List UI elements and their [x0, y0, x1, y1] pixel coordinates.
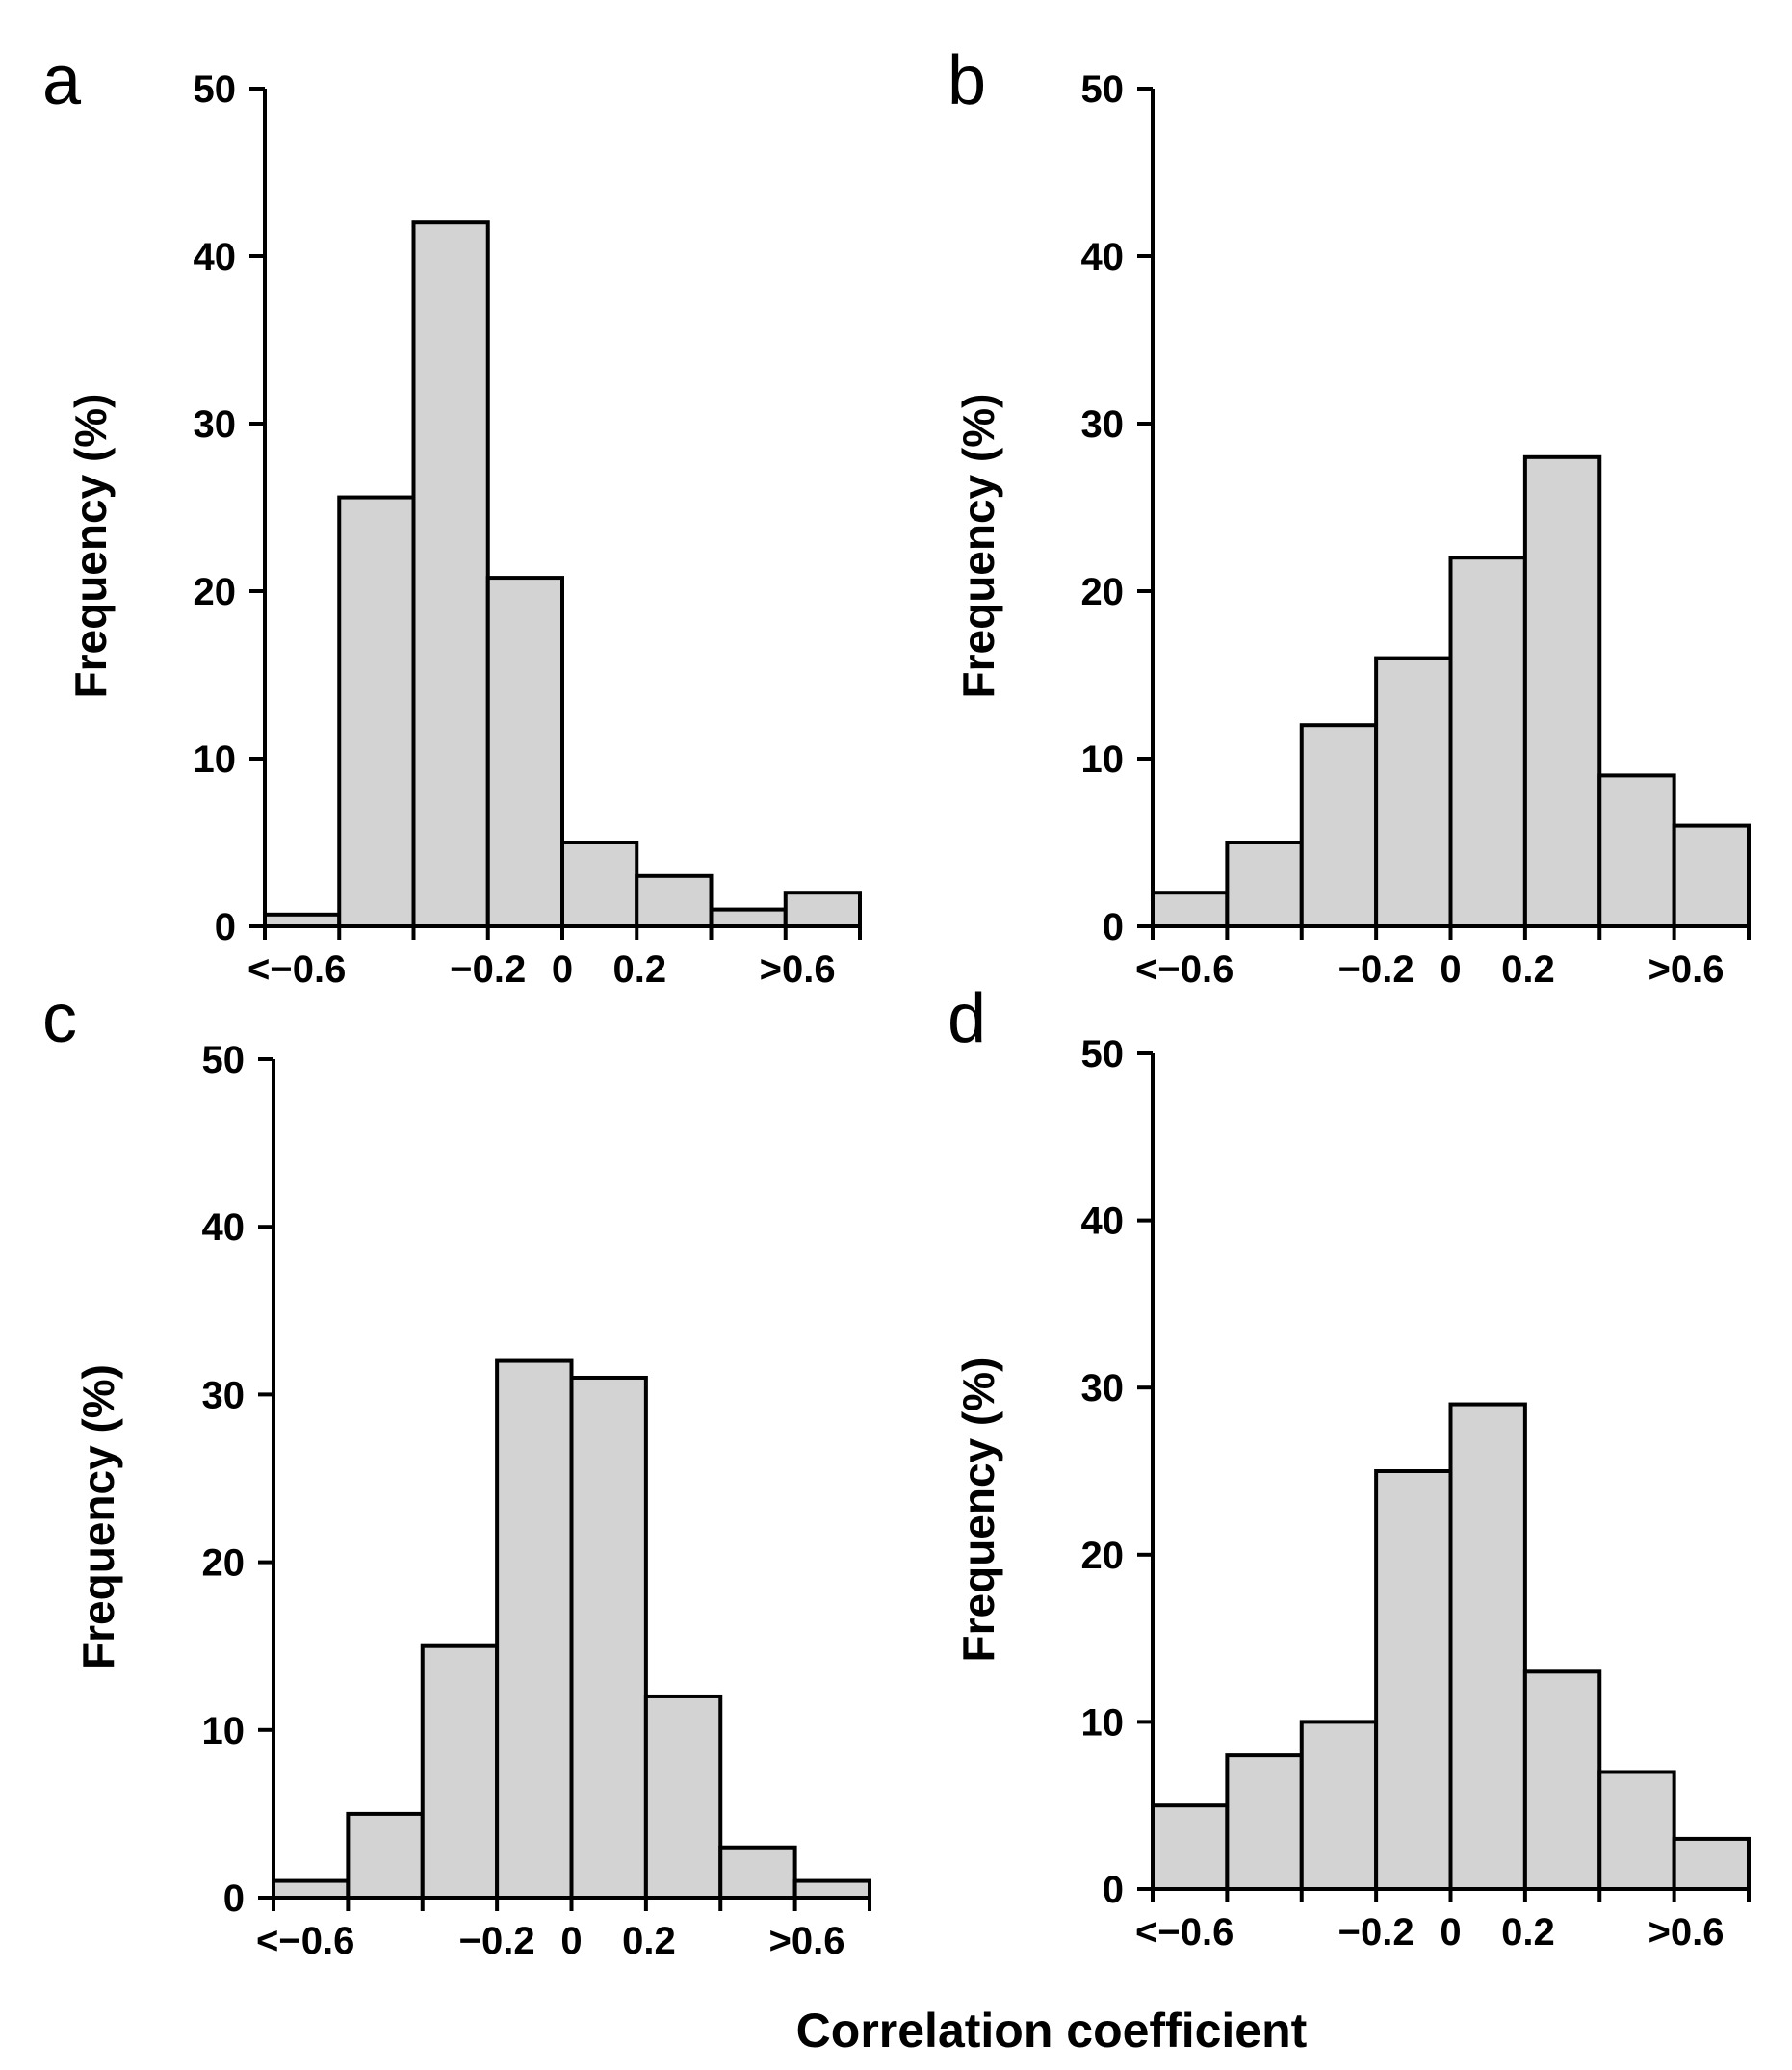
bar-d-0 — [1151, 1803, 1230, 1891]
y-tick-label-d-3: 30 — [1081, 1367, 1125, 1410]
y-tick-label-d-4: 40 — [1081, 1201, 1125, 1243]
bar-c-7 — [792, 1878, 871, 1900]
y-tick-label-a-0: 0 — [215, 906, 236, 948]
x-tick-label-c-2: 0 — [560, 1920, 582, 1962]
x-tick-label-c-3: 0.2 — [622, 1920, 676, 1962]
panel-b: b 0 10 20 30 40 50 <−0.6 −0.2 0 0.2 >0.6 Frequency (… — [948, 42, 1751, 991]
y-tick-label-b-4: 40 — [1081, 236, 1125, 278]
x-tick-label-a-1: −0.2 — [450, 948, 526, 991]
x-tick-label-b-1: −0.2 — [1338, 948, 1415, 991]
x-tick-label-d-3: 0.2 — [1501, 1911, 1555, 1954]
bar-a-5 — [635, 873, 714, 928]
y-tick-label-d-1: 10 — [1081, 1701, 1125, 1744]
y-tick-label-c-4: 40 — [202, 1206, 246, 1249]
x-tick-label-d-0: <−0.6 — [1135, 1911, 1234, 1954]
y-tick-label-c-0: 0 — [223, 1877, 245, 1920]
bar-b-0 — [1151, 891, 1230, 929]
x-tick-label-a-2: 0 — [552, 948, 573, 991]
x-tick-label-a-0: <−0.6 — [247, 948, 346, 991]
x-tick-label-a-3: 0.2 — [613, 948, 667, 991]
bar-c-4 — [569, 1375, 648, 1900]
y-axis-title-a: Frequency (%) — [65, 394, 116, 699]
x-tick-label-b-2: 0 — [1440, 948, 1461, 991]
y-tick-label-b-1: 10 — [1081, 738, 1125, 781]
x-tick-label-b-4: >0.6 — [1649, 948, 1725, 991]
y-tick-label-a-4: 40 — [194, 236, 237, 278]
panel-a: a 0 10 20 30 40 50 <−0.6 −0.2 0 0.2 >0.6 Frequency (… — [42, 42, 862, 991]
y-axis-title-c: Frequency (%) — [73, 1364, 123, 1669]
y-tick-label-a-3: 30 — [194, 403, 237, 446]
x-tick-label-d-1: −0.2 — [1338, 1911, 1415, 1954]
bar-c-0 — [272, 1878, 351, 1900]
bar-b-3 — [1374, 656, 1453, 928]
bar-b-6 — [1597, 773, 1676, 929]
bar-a-7 — [783, 891, 862, 929]
bar-d-5 — [1522, 1669, 1602, 1891]
x-tick-label-b-3: 0.2 — [1501, 948, 1555, 991]
y-tick-label-b-0: 0 — [1103, 906, 1124, 948]
global-x-axis-title: Correlation coefficient — [796, 2004, 1308, 2057]
bar-a-3 — [485, 576, 564, 929]
y-tick-label-b-2: 20 — [1081, 571, 1125, 613]
y-tick-label-c-2: 20 — [202, 1542, 246, 1585]
x-tick-label-d-4: >0.6 — [1649, 1911, 1725, 1954]
panel-d: d 0 10 20 30 40 50 <−0.6 −0.2 0 0.2 >0.6 Frequency (… — [948, 980, 1751, 1954]
y-tick-label-a-2: 20 — [194, 571, 237, 613]
y-axis-title-d: Frequency (%) — [953, 1358, 1003, 1663]
x-tick-label-c-1: −0.2 — [459, 1920, 535, 1962]
bar-c-6 — [718, 1845, 797, 1900]
bar-d-1 — [1225, 1753, 1304, 1891]
bar-c-5 — [643, 1694, 723, 1900]
panel-c: c 0 10 20 30 40 50 <−0.6 −0.2 0 0.2 >0.6 Frequency (… — [42, 980, 871, 1962]
bar-d-3 — [1374, 1469, 1453, 1891]
x-tick-label-d-2: 0 — [1440, 1911, 1461, 1954]
panel-letter-d: d — [948, 980, 986, 1057]
x-tick-label-a-4: >0.6 — [760, 948, 836, 991]
bar-b-2 — [1299, 723, 1379, 929]
y-tick-label-d-2: 20 — [1081, 1535, 1125, 1577]
bar-d-2 — [1299, 1720, 1379, 1892]
y-tick-label-d-5: 50 — [1081, 1033, 1125, 1075]
bar-a-1 — [337, 495, 416, 928]
panel-letter-b: b — [948, 42, 986, 119]
bar-b-4 — [1448, 556, 1527, 928]
bar-a-6 — [709, 907, 788, 928]
y-tick-label-c-1: 10 — [202, 1710, 246, 1752]
bar-d-4 — [1448, 1402, 1527, 1892]
y-tick-label-c-5: 50 — [202, 1039, 246, 1081]
y-tick-label-c-3: 30 — [202, 1374, 246, 1416]
bar-d-7 — [1672, 1836, 1751, 1892]
bar-d-6 — [1597, 1770, 1676, 1891]
x-tick-label-c-4: >0.6 — [769, 1920, 845, 1962]
x-tick-label-c-0: <−0.6 — [256, 1920, 354, 1962]
bar-a-2 — [411, 220, 490, 928]
bar-a-4 — [560, 841, 639, 928]
panel-letter-a: a — [42, 42, 82, 119]
bar-b-1 — [1225, 841, 1304, 928]
bar-b-7 — [1672, 823, 1751, 928]
x-tick-label-b-0: <−0.6 — [1135, 948, 1234, 991]
y-axis-title-b: Frequency (%) — [953, 394, 1003, 699]
y-tick-label-a-5: 50 — [194, 68, 237, 111]
bar-c-2 — [420, 1643, 500, 1900]
bar-c-1 — [346, 1811, 425, 1901]
y-tick-label-b-3: 30 — [1081, 403, 1125, 446]
bar-b-5 — [1522, 454, 1602, 928]
panel-letter-c: c — [42, 980, 77, 1057]
y-tick-label-d-0: 0 — [1103, 1869, 1124, 1911]
bar-c-3 — [495, 1358, 574, 1901]
y-tick-label-a-1: 10 — [194, 738, 237, 781]
y-tick-label-b-5: 50 — [1081, 68, 1125, 111]
